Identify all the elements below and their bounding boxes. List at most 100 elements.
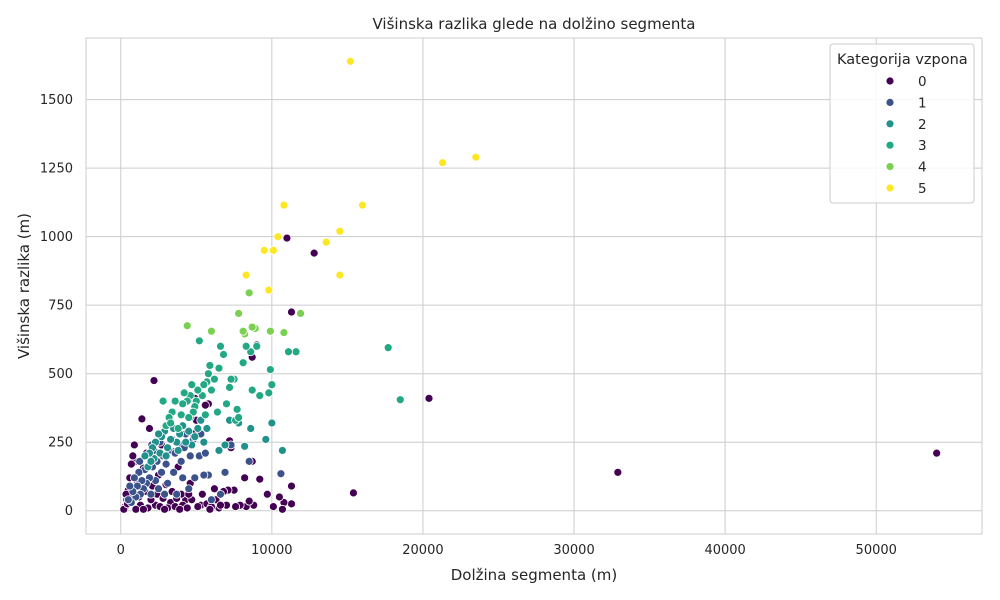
data-point-cat-0 — [287, 307, 296, 317]
data-point-cat-3 — [194, 336, 204, 346]
data-point-cat-2 — [163, 443, 172, 453]
data-point-cat-0 — [216, 500, 225, 510]
data-point-cat-2 — [166, 435, 176, 444]
legend-marker — [885, 183, 895, 193]
data-point-cat-1 — [244, 456, 254, 466]
data-point-cat-1 — [184, 484, 194, 494]
data-point-cat-0 — [129, 440, 139, 450]
data-point-cat-4 — [244, 288, 254, 298]
data-point-cat-3 — [200, 410, 210, 420]
data-point-cat-0 — [145, 424, 154, 433]
y-tick-label: 1250 — [40, 162, 73, 177]
data-point-cat-0 — [287, 481, 296, 491]
chart-title: Višinska razlika glede na dolžino segmen… — [373, 15, 696, 33]
x-tick-label: 10000 — [251, 543, 292, 558]
data-point-cat-0 — [262, 489, 272, 499]
data-point-cat-1 — [216, 489, 225, 499]
data-point-cat-0 — [200, 400, 210, 410]
x-axis-title: Dolžina segmenta (m) — [451, 566, 617, 584]
legend-label: 3 — [918, 138, 927, 154]
data-point-cat-1 — [220, 467, 230, 477]
data-point-cat-0 — [275, 492, 284, 502]
data-point-cat-0 — [282, 233, 292, 243]
data-point-cat-3 — [170, 396, 180, 406]
data-point-cat-2 — [181, 437, 191, 447]
data-point-cat-5 — [321, 237, 331, 247]
data-point-cat-1 — [185, 451, 195, 461]
data-point-cat-4 — [296, 309, 305, 318]
y-tick-label: 250 — [48, 436, 73, 451]
data-point-cat-2 — [220, 440, 230, 450]
data-point-cat-5 — [438, 158, 447, 168]
data-point-cat-4 — [234, 309, 244, 318]
data-point-cat-3 — [214, 363, 224, 373]
data-point-cat-3 — [225, 382, 234, 392]
data-point-cat-3 — [176, 410, 186, 420]
legend-label: 1 — [918, 95, 927, 111]
data-point-cat-0 — [128, 451, 138, 461]
data-point-cat-2 — [154, 429, 163, 439]
data-point-cat-0 — [139, 504, 148, 514]
data-point-cat-0 — [309, 248, 319, 258]
data-point-cat-3 — [193, 385, 203, 395]
data-point-cat-3 — [284, 347, 293, 357]
data-point-cat-2 — [240, 441, 250, 451]
legend-marker — [885, 140, 895, 150]
data-point-cat-4 — [279, 328, 289, 337]
data-point-cat-0 — [268, 502, 278, 511]
data-point-cat-3 — [232, 404, 242, 414]
data-point-cat-0 — [137, 414, 147, 424]
data-point-cat-2 — [140, 451, 150, 461]
data-point-cat-0 — [255, 474, 265, 484]
data-point-cat-2 — [184, 426, 194, 436]
data-point-cat-3 — [395, 395, 405, 405]
data-point-cat-1 — [154, 484, 163, 494]
data-point-cat-3 — [264, 388, 274, 398]
data-point-cat-3 — [178, 399, 188, 409]
data-point-cat-0 — [349, 488, 358, 498]
data-point-cat-1 — [190, 473, 200, 483]
y-tick-label: 500 — [48, 367, 73, 382]
data-point-cat-0 — [131, 504, 141, 514]
data-point-cat-0 — [240, 473, 250, 483]
data-point-cat-2 — [246, 424, 256, 433]
data-point-cat-3 — [158, 396, 168, 406]
data-point-cat-3 — [383, 343, 393, 353]
y-tick-label: 1000 — [40, 230, 73, 245]
data-point-cat-2 — [214, 446, 224, 455]
data-point-cat-3 — [238, 358, 248, 368]
data-point-cat-2 — [190, 432, 200, 442]
data-point-cat-5 — [335, 226, 345, 236]
data-point-cat-1 — [176, 456, 186, 466]
data-point-cat-2 — [202, 424, 212, 433]
data-point-cat-2 — [278, 446, 287, 455]
data-point-cat-1 — [135, 456, 145, 466]
data-point-cat-2 — [173, 446, 183, 455]
data-point-cat-3 — [241, 341, 251, 351]
data-point-cat-2 — [199, 437, 209, 447]
data-point-cat-4 — [247, 322, 257, 332]
data-point-cat-1 — [125, 481, 135, 491]
data-point-cat-0 — [287, 499, 296, 509]
data-point-cat-0 — [126, 459, 136, 469]
data-point-cat-1 — [276, 469, 286, 479]
data-point-cat-4 — [182, 321, 192, 331]
data-point-cat-3 — [291, 347, 301, 357]
data-point-cat-0 — [231, 502, 240, 511]
data-point-cat-0 — [244, 496, 254, 506]
data-point-cat-5 — [335, 270, 345, 280]
data-point-cat-1 — [146, 489, 156, 499]
data-point-cat-5 — [241, 270, 251, 280]
legend-title: Kategorija vzpona — [837, 52, 968, 68]
data-point-cat-3 — [184, 413, 194, 422]
data-point-cat-1 — [163, 478, 172, 488]
data-point-cat-0 — [175, 504, 185, 514]
data-point-cat-3 — [166, 418, 176, 428]
y-tick-label: 1500 — [40, 93, 73, 108]
data-point-cat-3 — [187, 380, 197, 390]
data-point-cat-5 — [273, 232, 283, 242]
data-point-cat-3 — [247, 385, 257, 395]
data-point-cat-0 — [193, 502, 203, 511]
data-point-cat-3 — [234, 413, 244, 422]
y-tick-label: 0 — [65, 504, 73, 519]
